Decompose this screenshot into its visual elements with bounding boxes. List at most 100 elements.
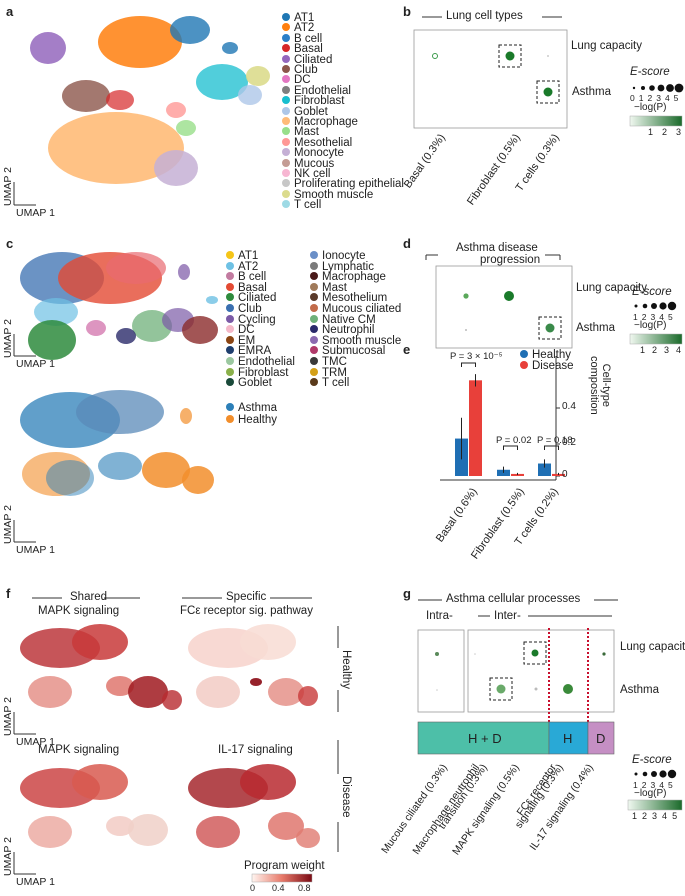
panel-f-cbar-tick-0: 0 — [250, 883, 256, 893]
panel-d-escore-label: E-score — [632, 286, 672, 298]
legend-item: Disease — [520, 360, 574, 372]
legend-item: T cell — [310, 377, 349, 389]
panel-d-title-2: progression — [480, 254, 541, 266]
panel-b-highlight — [498, 44, 522, 68]
panel-label-a: a — [6, 4, 14, 19]
legend-swatch — [282, 13, 290, 21]
legend-label: AT2 — [294, 22, 315, 35]
legend-swatch — [226, 403, 234, 411]
legend-label: Disease — [532, 360, 574, 372]
panel-label-d: d — [403, 236, 411, 251]
bar-disease-0 — [469, 380, 482, 476]
legend-swatch — [282, 85, 290, 94]
legend-swatch — [282, 189, 290, 198]
legend-item: Mesothelium — [310, 292, 387, 304]
panel-g-block-hd-label: H + D — [468, 731, 502, 746]
legend-item: AT1 — [282, 12, 314, 24]
legend-item: Goblet — [282, 106, 328, 118]
umap-c-bottom-xlabel: UMAP 1 — [16, 544, 55, 556]
tick-label: 4 — [659, 780, 664, 790]
panel-g-logp-label: −log(P) — [634, 788, 667, 799]
legend-swatch — [226, 346, 234, 355]
legend-label: Ionocyte — [322, 250, 366, 262]
panel-f-cbar-tick-08: 0.8 — [298, 883, 311, 893]
legend-label: Mesothelial — [294, 136, 353, 149]
legend-label: DC — [238, 324, 255, 337]
legend-swatch — [310, 357, 318, 365]
legend-label: Fibroblast — [238, 366, 289, 379]
legend-label: Mesothelium — [322, 292, 388, 305]
panel-f-title-br: IL-17 signaling — [218, 744, 293, 756]
panel-f-shared: Shared — [70, 591, 108, 603]
panel-b-colorbar — [629, 115, 683, 127]
tick-label: 4 — [659, 312, 664, 322]
panel-g-row1: Lung capacity — [620, 641, 685, 653]
umap-f-bl — [20, 764, 168, 848]
legend-swatch — [226, 272, 234, 281]
legend-item: Smooth muscle — [310, 335, 401, 347]
panel-e-pvalue-1: P = 3 × 10⁻⁵ — [450, 351, 503, 362]
panel-g-colorbar — [627, 799, 683, 811]
legend-item: Ciliated — [282, 54, 332, 66]
panel-g-block-h — [548, 721, 589, 755]
panel-b-grid — [413, 29, 568, 129]
legend-label: EMRA — [238, 345, 272, 358]
legend-swatch — [226, 304, 234, 312]
panel-f-cbar-tick-04: 0.4 — [272, 883, 285, 893]
legend-swatch — [282, 200, 290, 209]
umap-f-top-ylabel: UMAP 2 — [2, 697, 14, 736]
legend-swatch — [282, 75, 290, 84]
legend-swatch — [282, 96, 290, 105]
panel-d-dot — [465, 329, 467, 331]
umap-f-br — [188, 764, 320, 848]
panel-b-highlight — [536, 80, 560, 104]
panel-e-ylabel: Cell-type composition — [588, 356, 612, 415]
legend-label: Native CM — [322, 313, 376, 326]
legend-label: DC — [294, 74, 311, 87]
tick-label: 1 — [638, 93, 644, 103]
tick-label: 2 — [641, 312, 647, 322]
legend-item: TMC — [310, 356, 347, 368]
tick-label: 3 — [652, 811, 658, 821]
legend-item: Fibroblast — [282, 95, 345, 107]
panel-f-title-tl: MAPK signaling — [38, 605, 120, 617]
legend-swatch — [282, 23, 290, 32]
panel-e-ytick-04: 0.4 — [562, 401, 576, 412]
legend-swatch — [282, 137, 290, 146]
tick-label: 1 — [632, 811, 638, 821]
legend-swatch — [226, 325, 234, 334]
legend-label: Club — [238, 303, 262, 315]
legend-swatch — [282, 33, 290, 42]
panel-d-grid — [435, 265, 573, 349]
legend-swatch — [282, 179, 290, 188]
panel-f-cbar-label: Program weight — [244, 860, 325, 872]
legend-label: Cycling — [238, 313, 276, 326]
legend-label: Club — [294, 64, 318, 76]
legend-swatch — [226, 378, 234, 387]
legend-swatch — [226, 261, 234, 270]
tick-label: 4 — [664, 93, 670, 103]
significance-bracket — [461, 362, 476, 367]
umap-f-tr — [188, 624, 318, 708]
legend-label: AT1 — [294, 12, 315, 24]
panel-e-ytick-0: 0 — [562, 469, 568, 480]
legend-item: Ionocyte — [310, 250, 365, 262]
tick-label: 1 — [633, 312, 638, 322]
legend-label: Submucosal — [322, 345, 386, 358]
legend-item: Mucous — [282, 158, 334, 170]
legend-swatch — [226, 357, 234, 365]
legend-item: AT2 — [282, 22, 314, 34]
legend-item: Cycling — [226, 314, 276, 326]
legend-swatch — [310, 335, 318, 344]
legend-label: Macrophage — [294, 116, 358, 128]
panel-d-colorbar — [629, 333, 683, 345]
legend-item: Club — [282, 64, 318, 76]
bar-healthy-2 — [538, 463, 551, 476]
legend-label: TRM — [322, 366, 347, 379]
legend-item: Submucosal — [310, 345, 385, 357]
legend-item: Mast — [282, 126, 319, 138]
